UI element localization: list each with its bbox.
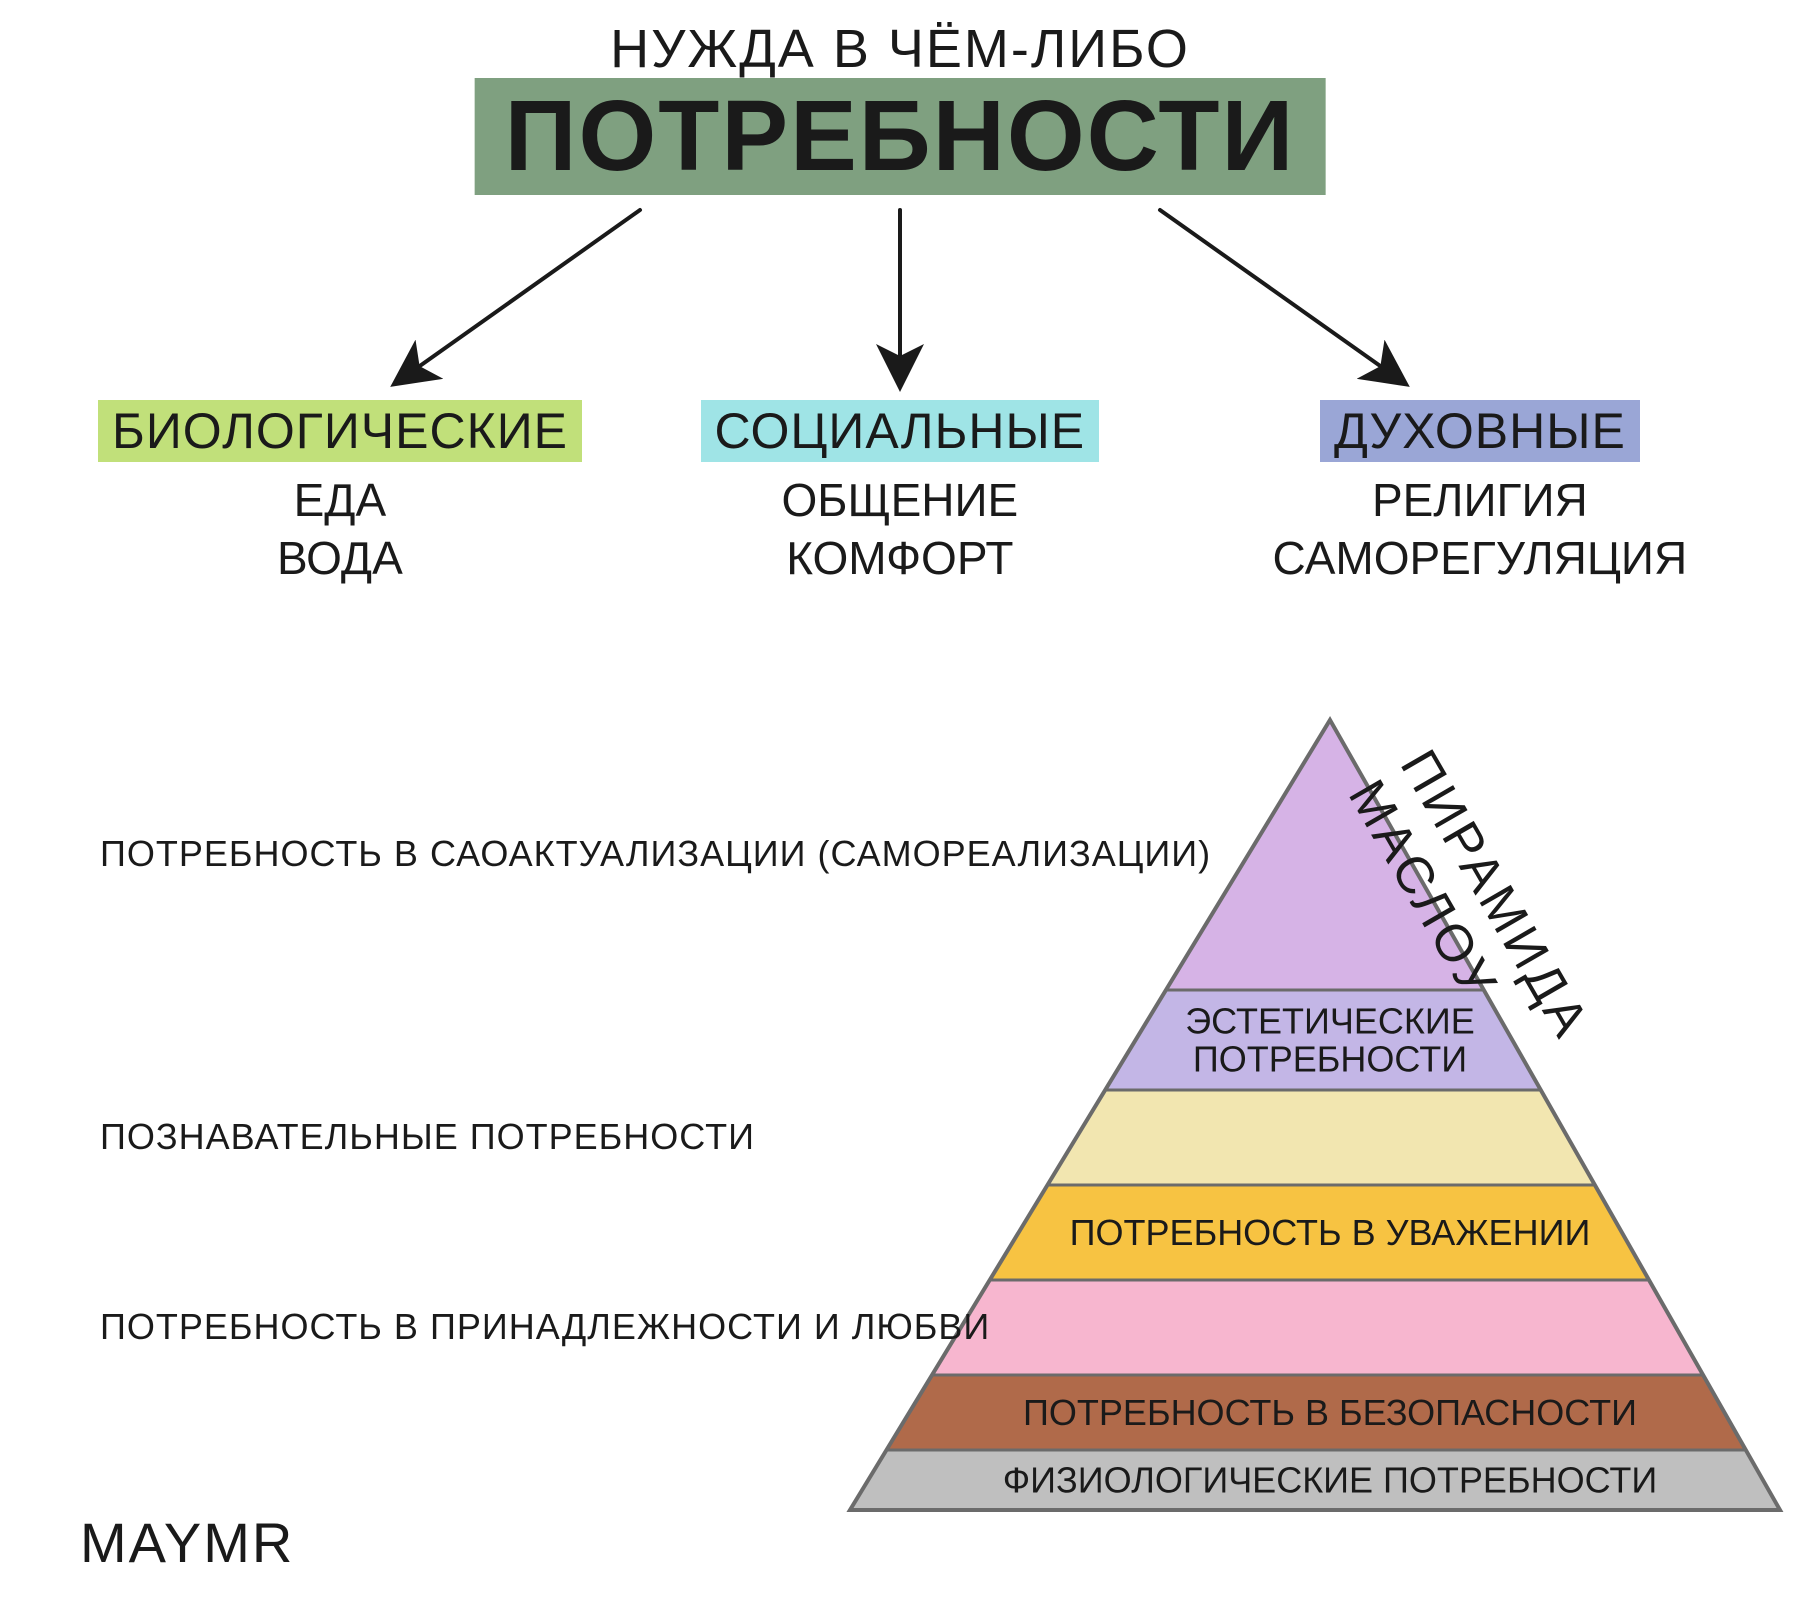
pyramid-external-label-2: ПОЗНАВАТЕЛЬНЫЕ ПОТРЕБНОСТИ (100, 1116, 755, 1158)
pyramid-level-label-5: ПОТРЕБНОСТЬ В БЕЗОПАСНОСТИ (1023, 1392, 1637, 1433)
pyramid-level-label-1: ЭСТЕТИЧЕСКИЕПОТРЕБНОСТИ (1185, 1001, 1474, 1080)
watermark: MAYMR (80, 1510, 294, 1575)
pyramid-level-label-3: ПОТРЕБНОСТЬ В УВАЖЕНИИ (1070, 1212, 1591, 1253)
pyramid-level-label-6: ФИЗИОЛОГИЧЕСКИЕ ПОТРЕБНОСТИ (1003, 1460, 1658, 1501)
maslow-pyramid: ЭСТЕТИЧЕСКИЕПОТРЕБНОСТИ ПОТРЕБНОСТЬ В УВА… (0, 0, 1800, 1600)
pyramid-external-label-4: ПОТРЕБНОСТЬ В ПРИНАДЛЕЖНОСТИ И ЛЮБВИ (100, 1306, 990, 1348)
pyramid-level-4 (932, 1280, 1703, 1375)
pyramid-external-label-0: ПОТРЕБНОСТЬ В САОАКТУАЛИЗАЦИИ (САМОРЕАЛИ… (100, 833, 1211, 875)
